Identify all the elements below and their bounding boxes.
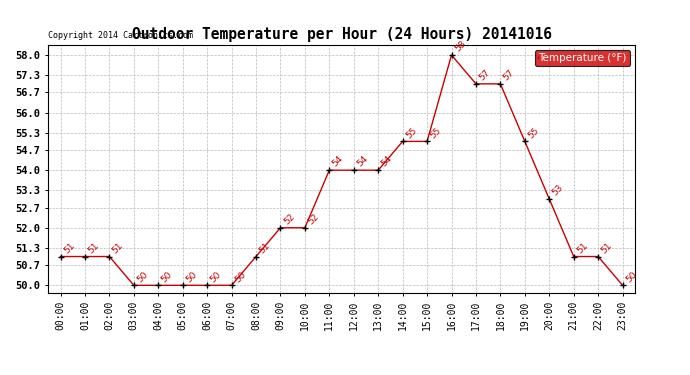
Legend: Temperature (°F): Temperature (°F): [535, 50, 629, 66]
Text: 50: 50: [208, 269, 223, 284]
Text: 54: 54: [331, 154, 345, 169]
Text: 52: 52: [282, 212, 296, 226]
Text: 53: 53: [551, 183, 565, 198]
Text: 50: 50: [233, 269, 248, 284]
Text: Copyright 2014 Cartronics.com: Copyright 2014 Cartronics.com: [48, 31, 193, 40]
Text: 50: 50: [135, 269, 150, 284]
Text: 55: 55: [428, 126, 443, 140]
Text: 57: 57: [502, 68, 516, 82]
Text: 52: 52: [306, 212, 321, 226]
Text: 58: 58: [453, 39, 467, 54]
Text: 50: 50: [159, 269, 174, 284]
Text: 51: 51: [257, 241, 272, 255]
Text: 50: 50: [624, 269, 638, 284]
Text: 51: 51: [86, 241, 101, 255]
Text: 50: 50: [184, 269, 199, 284]
Text: 51: 51: [575, 241, 589, 255]
Title: Outdoor Temperature per Hour (24 Hours) 20141016: Outdoor Temperature per Hour (24 Hours) …: [132, 27, 551, 42]
Text: 51: 51: [111, 241, 126, 255]
Text: 51: 51: [600, 241, 614, 255]
Text: 51: 51: [62, 241, 77, 255]
Text: 54: 54: [355, 154, 370, 169]
Text: 55: 55: [526, 126, 541, 140]
Text: 54: 54: [380, 154, 394, 169]
Text: 55: 55: [404, 126, 419, 140]
Text: 57: 57: [477, 68, 492, 82]
